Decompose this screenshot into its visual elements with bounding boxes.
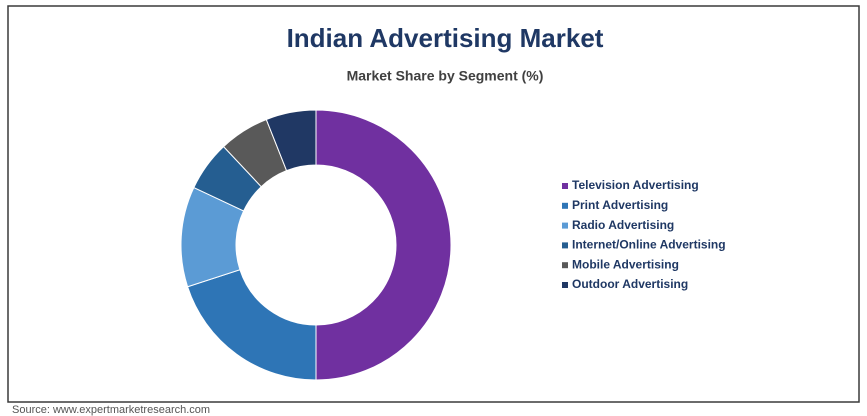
legend-label: Mobile Advertising: [572, 257, 679, 271]
legend-marker: [562, 242, 568, 249]
legend-label: Radio Advertising: [572, 218, 674, 232]
legend-marker: [562, 282, 568, 288]
donut-segment: [315, 109, 452, 381]
source-note: Source: www.expertmarketresearch.com: [12, 404, 210, 416]
legend-label: Print Advertising: [572, 198, 668, 212]
chart-subtitle: Market Share by Segment (%): [347, 68, 544, 84]
donut-segment: [265, 109, 317, 172]
legend-marker: [562, 183, 568, 189]
legend-label: Television Advertising: [572, 178, 699, 192]
legend-label: Internet/Online Advertising: [572, 238, 726, 252]
legend-marker: [562, 222, 568, 229]
chart-title: Indian Advertising Market: [287, 23, 604, 53]
legend-marker: [562, 202, 568, 209]
legend-label: Outdoor Advertising: [572, 277, 688, 291]
legend-marker: [562, 262, 568, 269]
